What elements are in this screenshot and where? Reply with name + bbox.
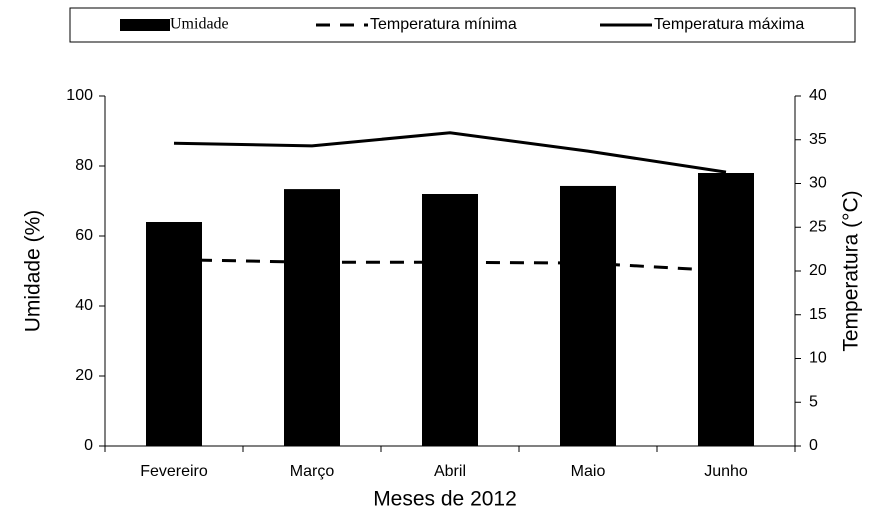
bar [560,185,616,446]
legend-label: Temperatura mínima [370,16,517,33]
y-tick-label: 40 [75,297,93,314]
legend-label: Temperatura máxima [654,16,804,33]
y2-tick-label: 20 [809,262,827,279]
bar [284,189,340,446]
y2-tick-label: 35 [809,131,827,148]
legend-swatch [120,19,170,31]
bar [146,222,202,446]
y-tick-label: 20 [75,367,93,384]
y2-tick-label: 0 [809,437,818,454]
x-tick-label: Março [290,463,335,480]
legend-label: Umidade [170,16,229,33]
y2-tick-label: 15 [809,306,827,323]
y-tick-label: 100 [66,87,93,104]
y2-tick-label: 25 [809,218,827,235]
y-tick-label: 80 [75,157,93,174]
bar [422,194,478,446]
bar [698,173,754,446]
y2-axis-title: Temperatura (°C) [840,190,863,351]
x-tick-label: Abril [434,463,466,480]
y-axis-title: Umidade (%) [22,210,45,333]
y2-tick-label: 40 [809,87,827,104]
y2-tick-label: 30 [809,175,827,192]
legend-box [69,7,856,43]
y2-tick-label: 5 [809,393,818,410]
x-tick-label: Junho [704,463,748,480]
y-tick-label: 0 [84,437,93,454]
y-tick-label: 60 [75,227,93,244]
x-tick-label: Fevereiro [140,463,208,480]
x-axis-title: Meses de 2012 [373,488,517,511]
x-tick-label: Maio [571,463,606,480]
line-series [173,131,727,174]
y2-tick-label: 10 [809,350,827,367]
